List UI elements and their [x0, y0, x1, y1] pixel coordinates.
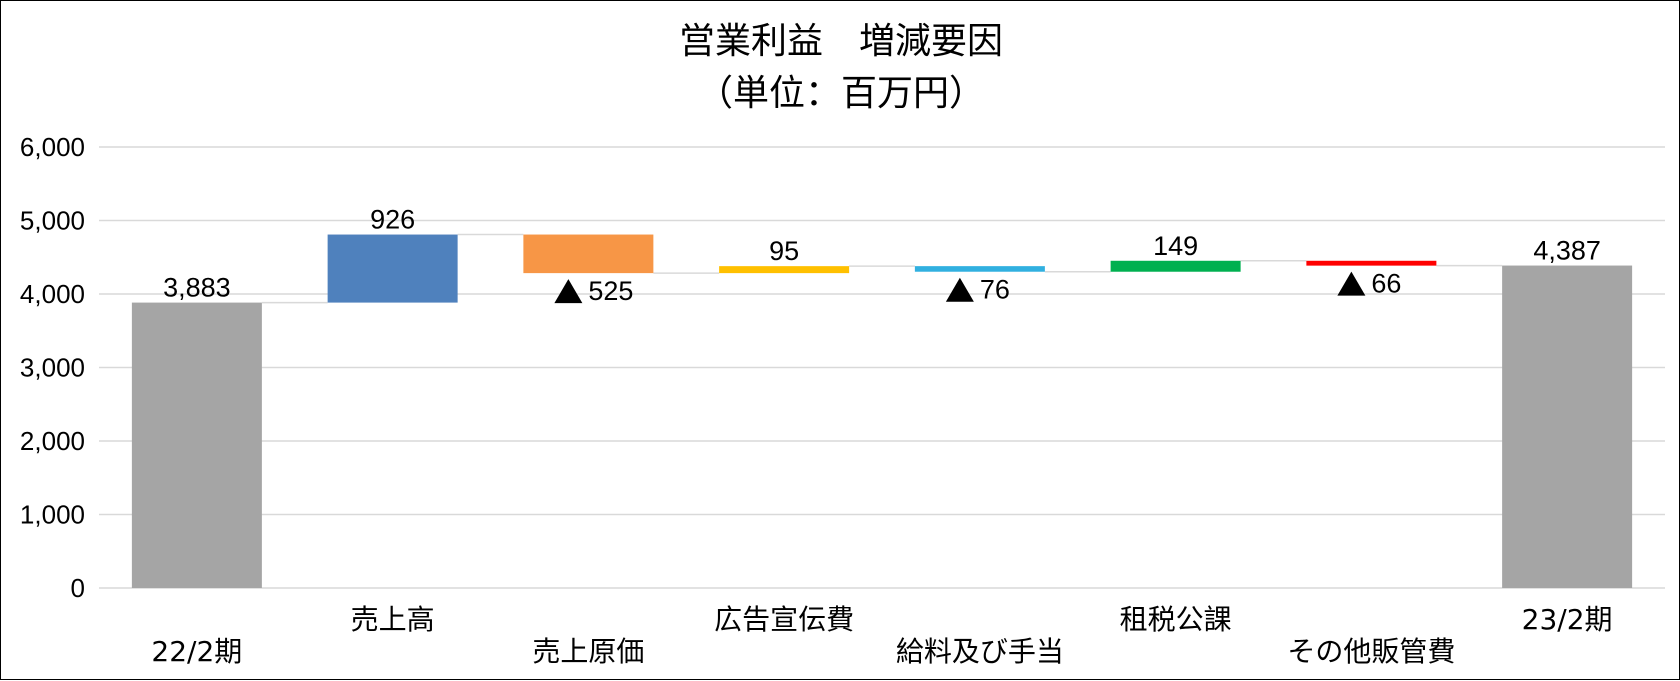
category-label: 22/2期 — [151, 635, 242, 668]
bar — [1502, 265, 1633, 588]
bar — [523, 234, 654, 274]
data-label: 4,387 — [1533, 236, 1601, 266]
y-tick-label: 4,000 — [20, 279, 85, 309]
y-tick-label: 3,000 — [20, 353, 85, 383]
decrease-triangle-icon — [554, 279, 583, 304]
decrease-triangle-icon — [945, 277, 974, 302]
y-tick-label: 5,000 — [20, 206, 85, 236]
y-tick-label: 2,000 — [20, 426, 85, 456]
data-label: 149 — [1153, 231, 1198, 261]
y-tick-label: 0 — [71, 573, 85, 603]
data-label: 525 — [588, 276, 633, 306]
category-label: 租税公課 — [1120, 603, 1232, 636]
y-tick-label: 1,000 — [20, 500, 85, 530]
data-labels: 3,883 926 525 95 76 149 66 4,387 — [163, 205, 1601, 307]
chart-title: 営業利益 増減要因 — [679, 21, 1003, 62]
y-axis-ticks: 0 1,000 2,000 3,000 4,000 5,000 6,000 — [20, 132, 85, 603]
data-label: 76 — [980, 275, 1010, 305]
category-label: 23/2期 — [1522, 603, 1613, 636]
data-label: 926 — [370, 205, 415, 235]
y-tick-label: 6,000 — [20, 132, 85, 162]
bar — [1110, 260, 1241, 272]
category-label: その他販管費 — [1287, 635, 1455, 668]
data-label: 95 — [769, 236, 799, 266]
decrease-triangle-icon — [1337, 271, 1366, 296]
data-label: 3,883 — [163, 273, 231, 303]
gridlines — [99, 146, 1665, 589]
bar — [914, 266, 1045, 272]
bar — [131, 302, 262, 588]
bar — [719, 266, 850, 274]
data-label: 66 — [1371, 269, 1401, 299]
chart-subtitle: （単位：百万円） — [697, 73, 985, 114]
category-label: 給料及び手当 — [896, 635, 1064, 668]
connector-lines — [261, 233, 1503, 304]
bars — [131, 234, 1633, 588]
category-label: 広告宣伝費 — [714, 603, 854, 636]
bar — [1306, 260, 1437, 266]
category-label: 売上高 — [351, 603, 435, 636]
category-label: 売上原価 — [532, 635, 644, 668]
bar — [327, 234, 458, 303]
